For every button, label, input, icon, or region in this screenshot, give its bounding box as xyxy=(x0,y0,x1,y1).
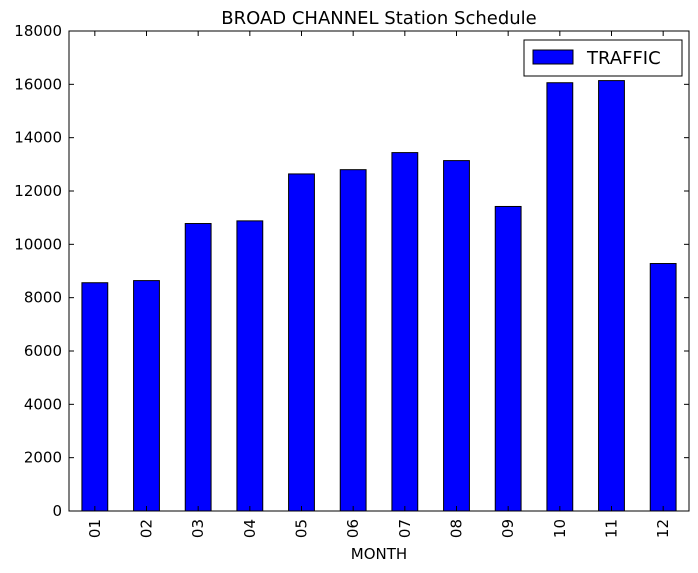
x-axis-title: MONTH xyxy=(351,545,407,563)
x-tick-label-06: 06 xyxy=(344,519,362,538)
y-tick-label-8000: 8000 xyxy=(24,289,62,307)
y-tick-label-12000: 12000 xyxy=(14,182,62,200)
bar-09 xyxy=(494,205,522,512)
x-tick-label-12: 12 xyxy=(654,519,672,538)
legend-label-traffic: TRAFFIC xyxy=(586,48,661,69)
bar-07 xyxy=(391,152,419,512)
bars-group xyxy=(81,80,677,512)
bar-08 xyxy=(443,160,470,512)
chart-title: BROAD CHANNEL Station Schedule xyxy=(221,8,537,29)
legend-swatch-traffic xyxy=(532,49,574,65)
bar-10 xyxy=(546,82,574,512)
x-axis-ticks: 01 02 03 04 05 06 07 08 09 10 11 12 xyxy=(86,31,672,538)
x-tick-label-01: 01 xyxy=(86,519,104,538)
y-tick-label-10000: 10000 xyxy=(14,235,62,253)
bar-06 xyxy=(339,169,367,512)
y-tick-label-6000: 6000 xyxy=(24,342,62,360)
bar-04 xyxy=(236,220,264,512)
bar-03 xyxy=(184,223,212,512)
bar-12 xyxy=(649,263,677,512)
bar-11 xyxy=(598,80,625,512)
y-tick-label-0: 0 xyxy=(52,502,62,520)
legend: TRAFFIC xyxy=(523,39,683,77)
x-tick-label-03: 03 xyxy=(189,519,207,538)
bar-01 xyxy=(81,282,109,512)
x-tick-label-09: 09 xyxy=(499,519,517,538)
plot-frame xyxy=(68,30,690,512)
x-tick-label-07: 07 xyxy=(396,519,414,538)
x-tick-label-05: 05 xyxy=(293,519,311,538)
bar-05 xyxy=(288,173,315,512)
y-tick-label-18000: 18000 xyxy=(14,22,62,40)
y-tick-label-14000: 14000 xyxy=(14,129,62,147)
y-tick-label-16000: 16000 xyxy=(14,75,62,93)
y-axis-ticks: 0 2000 4000 6000 8000 10000 12000 14000 16000 180… xyxy=(14,22,689,520)
bar-02 xyxy=(133,280,160,512)
x-tick-label-11: 11 xyxy=(603,519,621,538)
y-tick-label-2000: 2000 xyxy=(24,449,62,467)
x-tick-label-10: 10 xyxy=(551,519,569,538)
x-tick-label-04: 04 xyxy=(241,519,259,538)
x-tick-label-02: 02 xyxy=(138,519,156,538)
y-tick-label-4000: 4000 xyxy=(24,395,62,413)
x-tick-label-08: 08 xyxy=(448,519,466,538)
